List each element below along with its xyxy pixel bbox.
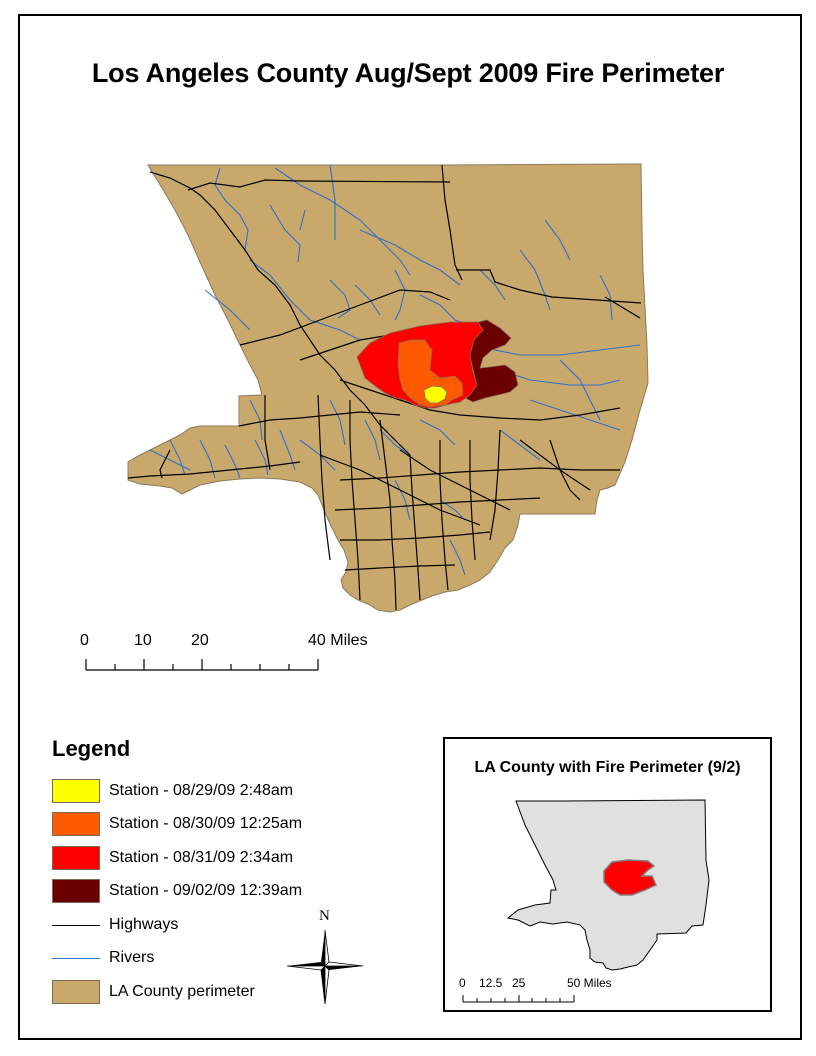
legend-title: Legend — [52, 736, 131, 761]
map-layout-frame — [18, 14, 802, 1040]
scale-label-10: 10 — [134, 632, 152, 649]
highway-line-icon — [52, 924, 100, 926]
legend-item-fire-0902: Station - 09/02/09 12:39am — [52, 878, 302, 904]
scale-label-0: 0 — [80, 632, 89, 649]
swatch-red-icon — [52, 846, 100, 870]
legend-item-rivers: Rivers — [52, 945, 154, 971]
legend-label: Station - 08/30/09 12:25am — [109, 815, 303, 832]
river-line-icon — [52, 957, 100, 959]
inset-map — [462, 799, 710, 1003]
legend-label: Highways — [109, 916, 179, 933]
fire-perimeters — [356, 319, 519, 409]
swatch-orange-icon — [52, 812, 100, 836]
legend-label: Rivers — [109, 949, 155, 966]
fire-perimeter-0830 — [397, 339, 464, 408]
legend-item-fire-0831: Station - 08/31/09 2:34am — [52, 845, 293, 871]
north-arrow-icon — [286, 929, 364, 1005]
legend-item-fire-0829: Station - 08/29/09 2:48am — [52, 778, 293, 804]
legend-label: Station - 09/02/09 12:39am — [109, 882, 303, 899]
legend-item-fire-0830: Station - 08/30/09 12:25am — [52, 811, 302, 837]
inset-scale-label-25: 25 — [512, 976, 526, 990]
highways-layer — [127, 164, 642, 611]
fire-perimeter-0902 — [464, 319, 519, 403]
legend-label: LA County perimeter — [109, 983, 255, 1000]
legend-label: Station - 08/31/09 2:34am — [109, 849, 294, 866]
legend-label: Station - 08/29/09 2:48am — [109, 782, 294, 799]
inset-scale-bar — [462, 995, 575, 1003]
legend-item-highways: Highways — [52, 912, 178, 938]
legend-item-county: LA County perimeter — [52, 979, 255, 1005]
inset-scale-label-12-5: 12.5 — [479, 976, 503, 990]
inset-title: LA County with Fire Perimeter (9/2) — [474, 759, 741, 776]
north-label: N — [319, 908, 330, 924]
inset-scale-label-50-miles: 50 Miles — [567, 976, 612, 990]
inset-scale-label-0: 0 — [459, 976, 466, 990]
map-title: Los Angeles County Aug/Sept 2009 Fire Pe… — [91, 58, 725, 88]
swatch-dark-red-icon — [52, 879, 100, 903]
inset-fire-perimeter — [603, 859, 657, 896]
fire-perimeter-0829 — [423, 385, 448, 404]
inset-map-frame: LA County with Fire Perimeter (9/2) — [443, 737, 772, 1012]
scale-label-20: 20 — [191, 632, 209, 649]
swatch-tan-icon — [52, 980, 100, 1004]
swatch-yellow-icon — [52, 779, 100, 803]
scale-label-40-miles: 40 Miles — [308, 632, 368, 649]
main-scale-bar — [85, 659, 319, 671]
